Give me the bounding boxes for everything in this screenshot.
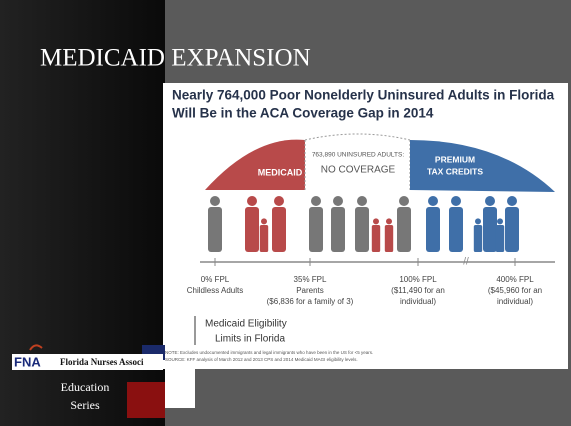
umbrella-label: MEDICAID: [258, 167, 303, 177]
person-head: [373, 218, 379, 224]
person-head: [507, 196, 517, 206]
level-label: 100% FPL: [399, 275, 437, 284]
person-body: [208, 207, 222, 252]
level-desc: ($45,960 for an: [488, 286, 542, 295]
person-head: [399, 196, 409, 206]
slide: MEDICAID EXPANSION Nearly 764,000 Poor N…: [0, 0, 571, 426]
caption: Medicaid Eligibility: [205, 319, 287, 330]
person-head: [210, 196, 220, 206]
note: SOURCE: KFF analysis of March 2012 and 2…: [165, 357, 358, 362]
person-body: [260, 225, 268, 252]
level-desc: Parents: [296, 286, 324, 295]
person-body: [309, 207, 323, 252]
umbrella-label: PREMIUM: [435, 154, 475, 164]
person-body: [245, 207, 259, 252]
person-head: [311, 196, 321, 206]
person-body: [496, 225, 504, 252]
level-label: 400% FPL: [496, 275, 534, 284]
level-desc: ($11,490 for an: [391, 286, 445, 295]
level-desc: ($6,836 for a family of 3): [267, 297, 354, 306]
person-head: [386, 218, 392, 224]
person-body: [272, 207, 286, 252]
series-title: Education: [61, 380, 110, 394]
person-body: [505, 207, 519, 252]
level-desc: Childless Adults: [187, 286, 243, 295]
scale-break: //: [463, 257, 469, 268]
person-body: [331, 207, 345, 252]
level-desc: individual): [497, 297, 533, 306]
logo: FNA: [14, 354, 41, 369]
person-body: [426, 207, 440, 252]
figure-heading: Will Be in the ACA Coverage Gap in 2014: [172, 106, 434, 121]
gap-label: NO COVERAGE: [321, 165, 396, 176]
level-desc: individual): [400, 297, 436, 306]
decor-block: [127, 382, 165, 418]
level-label: 35% FPL: [294, 275, 327, 284]
person-head: [247, 196, 257, 206]
person-head: [485, 196, 495, 206]
decor-block: [165, 368, 195, 408]
person-body: [397, 207, 411, 252]
note: NOTE: Excludes undocumented immigrants a…: [165, 350, 373, 355]
organization: Florida Nurses Associ: [60, 357, 144, 367]
umbrella-label: TAX CREDITS: [427, 166, 483, 176]
person-body: [483, 207, 497, 252]
person-head: [428, 196, 438, 206]
person-head: [357, 196, 367, 206]
person-head: [274, 196, 284, 206]
person-head: [333, 196, 343, 206]
person-head: [261, 218, 267, 224]
person-head: [497, 218, 503, 224]
figure-heading: Nearly 764,000 Poor Nonelderly Uninsured…: [172, 88, 555, 103]
gap-count: 763,890 UNINSURED ADULTS:: [312, 152, 405, 159]
person-body: [385, 225, 393, 252]
person-body: [474, 225, 482, 252]
person-head: [451, 196, 461, 206]
series-title: Series: [70, 398, 100, 412]
level-label: 0% FPL: [201, 275, 230, 284]
person-head: [475, 218, 481, 224]
person-body: [355, 207, 369, 252]
caption: Limits in Florida: [215, 334, 285, 345]
page: MEDICAID EXPANSION Nearly 764,000 Poor N…: [0, 0, 571, 426]
slide-title: MEDICAID EXPANSION: [40, 45, 311, 72]
person-body: [372, 225, 380, 252]
person-body: [449, 207, 463, 252]
